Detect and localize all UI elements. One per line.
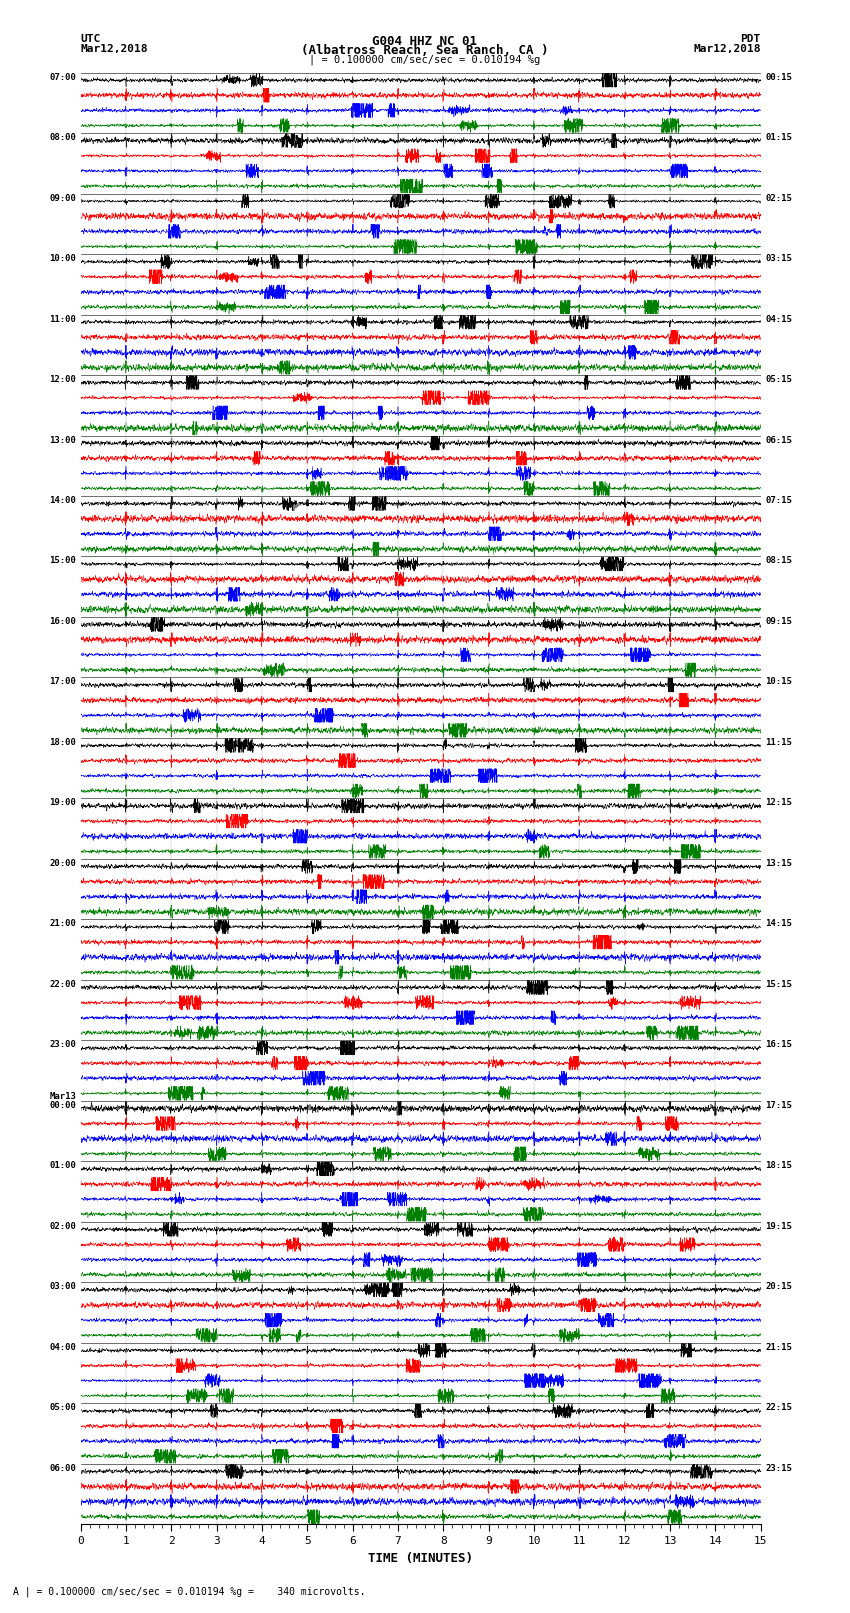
Text: 00:00: 00:00 xyxy=(49,1100,76,1110)
Text: 22:00: 22:00 xyxy=(49,981,76,989)
Text: UTC: UTC xyxy=(81,34,101,44)
Text: G004 HHZ NC 01: G004 HHZ NC 01 xyxy=(372,35,478,48)
Text: 20:00: 20:00 xyxy=(49,860,76,868)
Text: 21:15: 21:15 xyxy=(765,1342,792,1352)
Text: 12:15: 12:15 xyxy=(765,798,792,808)
Text: 11:15: 11:15 xyxy=(765,739,792,747)
Text: 21:00: 21:00 xyxy=(49,919,76,929)
Text: 22:15: 22:15 xyxy=(765,1403,792,1413)
Text: 00:15: 00:15 xyxy=(765,73,792,82)
Text: 02:00: 02:00 xyxy=(49,1223,76,1231)
Text: 19:00: 19:00 xyxy=(49,798,76,808)
Text: 08:00: 08:00 xyxy=(49,134,76,142)
Text: PDT: PDT xyxy=(740,34,761,44)
Text: 06:15: 06:15 xyxy=(765,436,792,445)
Text: Mar13: Mar13 xyxy=(49,1092,76,1100)
Text: 08:15: 08:15 xyxy=(765,556,792,566)
Text: 03:15: 03:15 xyxy=(765,255,792,263)
Text: 23:00: 23:00 xyxy=(49,1040,76,1050)
Text: 16:00: 16:00 xyxy=(49,618,76,626)
Text: 18:00: 18:00 xyxy=(49,739,76,747)
Text: 17:15: 17:15 xyxy=(765,1100,792,1110)
Text: 10:00: 10:00 xyxy=(49,255,76,263)
Text: 13:15: 13:15 xyxy=(765,860,792,868)
Text: 06:00: 06:00 xyxy=(49,1465,76,1473)
Text: 15:00: 15:00 xyxy=(49,556,76,566)
Text: 11:00: 11:00 xyxy=(49,315,76,324)
Text: Mar12,2018: Mar12,2018 xyxy=(694,44,761,53)
Text: 14:00: 14:00 xyxy=(49,497,76,505)
Text: 10:15: 10:15 xyxy=(765,677,792,687)
Text: 04:15: 04:15 xyxy=(765,315,792,324)
Text: 05:15: 05:15 xyxy=(765,376,792,384)
Text: 09:00: 09:00 xyxy=(49,194,76,203)
X-axis label: TIME (MINUTES): TIME (MINUTES) xyxy=(368,1552,473,1565)
Text: 20:15: 20:15 xyxy=(765,1282,792,1292)
Text: 17:00: 17:00 xyxy=(49,677,76,687)
Text: 04:00: 04:00 xyxy=(49,1342,76,1352)
Text: 12:00: 12:00 xyxy=(49,376,76,384)
Text: | = 0.100000 cm/sec/sec = 0.010194 %g: | = 0.100000 cm/sec/sec = 0.010194 %g xyxy=(309,55,541,66)
Text: 16:15: 16:15 xyxy=(765,1040,792,1050)
Text: 07:00: 07:00 xyxy=(49,73,76,82)
Text: (Albatross Reach, Sea Ranch, CA ): (Albatross Reach, Sea Ranch, CA ) xyxy=(301,44,549,58)
Text: 07:15: 07:15 xyxy=(765,497,792,505)
Text: 03:00: 03:00 xyxy=(49,1282,76,1292)
Text: 13:00: 13:00 xyxy=(49,436,76,445)
Text: A | = 0.100000 cm/sec/sec = 0.010194 %g =    340 microvolts.: A | = 0.100000 cm/sec/sec = 0.010194 %g … xyxy=(13,1586,366,1597)
Text: 02:15: 02:15 xyxy=(765,194,792,203)
Text: 09:15: 09:15 xyxy=(765,618,792,626)
Text: 15:15: 15:15 xyxy=(765,981,792,989)
Text: 01:15: 01:15 xyxy=(765,134,792,142)
Text: 05:00: 05:00 xyxy=(49,1403,76,1413)
Text: 18:15: 18:15 xyxy=(765,1161,792,1171)
Text: Mar12,2018: Mar12,2018 xyxy=(81,44,148,53)
Text: 14:15: 14:15 xyxy=(765,919,792,929)
Text: 19:15: 19:15 xyxy=(765,1223,792,1231)
Text: 23:15: 23:15 xyxy=(765,1465,792,1473)
Text: 01:00: 01:00 xyxy=(49,1161,76,1171)
